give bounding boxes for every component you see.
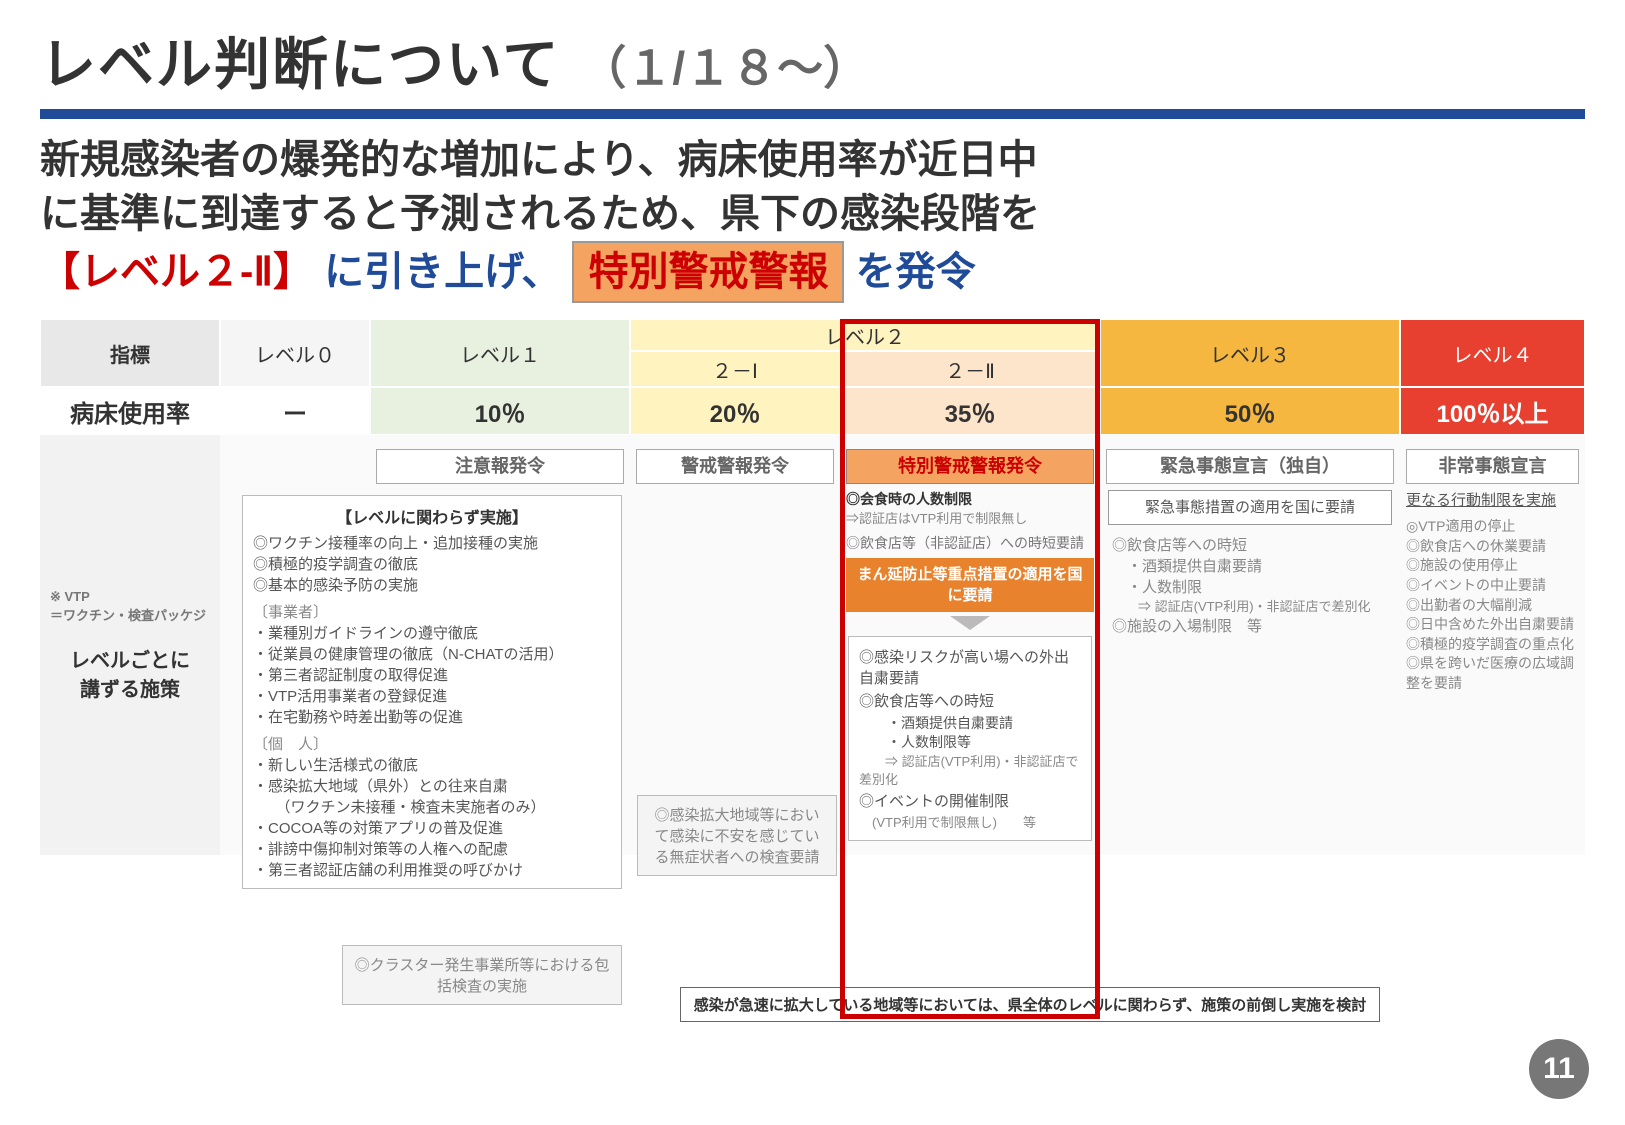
col-lv2a: 警戒警報発令 bbox=[630, 435, 840, 855]
lv4-i5: ◎日中含めた外出自粛要請 bbox=[1406, 615, 1579, 635]
vtp-note: ※ VTP ＝ワクチン・検査パッケジ bbox=[50, 589, 206, 624]
lv4-i3: ◎イベントの中止要請 bbox=[1406, 576, 1579, 596]
arrow-down-icon bbox=[950, 616, 990, 630]
rate-lv0: ー bbox=[220, 387, 370, 435]
lv4-i4: ◎出勤者の大幅削減 bbox=[1406, 596, 1579, 616]
title-sub: （１/１８～） bbox=[580, 32, 869, 98]
ind-label: 〔個 人〕 bbox=[253, 733, 611, 754]
cluster-box: ◎クラスター発生事業所等における包括検査の実施 bbox=[342, 945, 622, 1005]
lv2b-item-4: ⇒ 認証店(VTP利用)・非認証店で差別化 bbox=[859, 753, 1081, 789]
alert-lv3: 緊急事態宣言（独自） bbox=[1106, 449, 1394, 484]
ind-1: ・感染拡大地域（県外）との往来自粛 bbox=[253, 775, 611, 796]
special-warning-badge: 特別警戒警報 bbox=[572, 241, 844, 303]
lv2b-item-5: ◎イベントの開催制限 bbox=[859, 791, 1081, 812]
lv2b-item-1: ◎飲食店等への時短 bbox=[859, 691, 1081, 712]
biz-label: 〔事業者〕 bbox=[253, 601, 611, 622]
title-rule bbox=[40, 109, 1585, 119]
biz-4: ・在宅勤務や時差出勤等の促進 bbox=[253, 706, 611, 727]
lv2b-item-0: ◎感染リスクが高い場への外出自粛要請 bbox=[859, 647, 1081, 689]
lv2b-h1s: ⇒認証店はVTP利用で制限無し bbox=[846, 510, 1094, 528]
biz-0: ・業種別ガイドラインの遵守徹底 bbox=[253, 622, 611, 643]
ind-2: （ワクチン未接種・検査未実施者のみ） bbox=[253, 796, 611, 817]
title-row: レベル判断について （１/１８～） bbox=[40, 20, 1585, 101]
lead-3a: に引き上げ、 bbox=[324, 250, 561, 294]
rate-lv2a: 20％ bbox=[630, 387, 840, 435]
ind-5: ・第三者認証店舗の利用推奨の呼びかけ bbox=[253, 859, 611, 880]
lv3-i3: ⇒ 認証店(VTP利用)・非認証店で差別化 bbox=[1112, 598, 1388, 616]
rate-lv2b: 35％ bbox=[840, 387, 1100, 435]
lead-line1: 新規感染者の爆発的な増加により、病床使用率が近日中 bbox=[40, 138, 1038, 182]
lv4-i0: ◎VTP適用の停止 bbox=[1406, 517, 1579, 537]
lead-level: 【レベル２-Ⅱ】 bbox=[40, 250, 313, 294]
alert-lv4: 非常事態宣言 bbox=[1406, 449, 1579, 484]
lv4-items: ◎VTP適用の停止 ◎飲食店への休業要請 ◎施設の使用停止 ◎イベントの中止要請… bbox=[1406, 517, 1579, 693]
alert-lv2b: 特別警戒警報発令 bbox=[846, 449, 1094, 484]
lv2b-item-6: (VTP利用で制限無し) 等 bbox=[859, 814, 1081, 832]
lv3-items: ◎飲食店等への時短 ・酒類提供自粛要請 ・人数制限 ⇒ 認証店(VTP利用)・非… bbox=[1106, 531, 1394, 641]
always-box: 【レベルに関わらず実施】 ◎ワクチン接種率の向上・追加接種の実施 ◎積極的疫学調… bbox=[242, 495, 622, 889]
lv2b-item-2: ・酒類提供自粛要請 bbox=[873, 714, 1081, 734]
lv4-i6: ◎積極的疫学調査の重点化 bbox=[1406, 635, 1579, 655]
lv4-heading: 更なる行動制限を実施 bbox=[1406, 490, 1579, 511]
col-lv3: 緊急事態宣言（独自） 緊急事態措置の適用を国に要請 ◎飲食店等への時短 ・酒類提… bbox=[1100, 435, 1400, 855]
lv3-i2: ・人数制限 bbox=[1112, 577, 1388, 598]
hdr-lv0: レベル０ bbox=[220, 319, 370, 387]
lead-line2: に基準に到達すると予測されるため、県下の感染段階を bbox=[40, 192, 1040, 236]
alert-lv1: 注意報発令 bbox=[376, 449, 624, 484]
hdr-lv4: レベル４ bbox=[1400, 319, 1585, 387]
hdr-lv2b: ２－Ⅱ bbox=[840, 351, 1100, 387]
lv2b-h1: ◎会食時の人数制限 bbox=[846, 490, 1094, 510]
page-number: 11 bbox=[1529, 1039, 1589, 1099]
hdr-lv3: レベル３ bbox=[1100, 319, 1400, 387]
lv4-i1: ◎飲食店への休業要請 bbox=[1406, 537, 1579, 557]
rate-lv3: 50％ bbox=[1100, 387, 1400, 435]
level-grid: 指標 レベル０ レベル１ レベル２ ２－Ⅰ ２－Ⅱ レベル３ レベル４ 病床使用… bbox=[40, 319, 1585, 855]
biz-1: ・従業員の健康管理の徹底（N-CHATの活用） bbox=[253, 643, 611, 664]
hdr-lv1: レベル１ bbox=[370, 319, 630, 387]
lv3-i4: ◎施設の入場制限 等 bbox=[1112, 616, 1388, 637]
ind-0: ・新しい生活様式の徹底 bbox=[253, 754, 611, 775]
lv2b-item-3: ・人数制限等 bbox=[873, 733, 1081, 753]
hdr-lv2: レベル２ bbox=[630, 319, 1100, 351]
always-t0: ◎ワクチン接種率の向上・追加接種の実施 bbox=[253, 532, 611, 553]
rate-label: 病床使用率 bbox=[40, 387, 220, 435]
biz-2: ・第三者認証制度の取得促進 bbox=[253, 664, 611, 685]
hdr-index: 指標 bbox=[40, 319, 220, 387]
lv2a-box: ◎感染拡大地域等において感染に不安を感じている無症状者への検査要請 bbox=[637, 795, 837, 876]
always-t1: ◎積極的疫学調査の徹底 bbox=[253, 553, 611, 574]
lv2b-measures-box: ◎感染リスクが高い場への外出自粛要請 ◎飲食店等への時短 ・酒類提供自粛要請 ・… bbox=[848, 636, 1092, 842]
lv4-i7: ◎県を跨いだ医療の広域調整を要請 bbox=[1406, 654, 1579, 693]
lv3-i0: ◎飲食店等への時短 bbox=[1112, 535, 1388, 556]
measures-label: レベルごとに 講ずる施策 bbox=[70, 644, 190, 702]
header-row-1: 指標 レベル０ レベル１ レベル２ ２－Ⅰ ２－Ⅱ レベル３ レベル４ bbox=[40, 319, 1585, 387]
manbo-callout: まん延防止等重点措置の適用を国に要請 bbox=[846, 558, 1094, 612]
bottom-note: 感染が急速に拡大している地域等においては、県全体のレベルに関わらず、施策の前倒し… bbox=[680, 987, 1380, 1022]
biz-3: ・VTP活用事業者の登録促進 bbox=[253, 685, 611, 706]
ind-3: ・COCOA等の対策アプリの普及促進 bbox=[253, 817, 611, 838]
lead-text: 新規感染者の爆発的な増加により、病床使用率が近日中 に基準に到達すると予測される… bbox=[40, 133, 1585, 303]
lv3-req: 緊急事態措置の適用を国に要請 bbox=[1108, 490, 1392, 525]
rate-lv4: 100％以上 bbox=[1400, 387, 1585, 435]
always-t2: ◎基本的感染予防の実施 bbox=[253, 574, 611, 595]
ind-4: ・誹謗中傷抑制対策等の人権への配慮 bbox=[253, 838, 611, 859]
lead-3b: を発令 bbox=[856, 250, 976, 294]
lv2b-h2: ◎飲食店等（非認証店）への時短要請 bbox=[846, 534, 1094, 554]
hdr-lv2a: ２－Ⅰ bbox=[630, 351, 840, 387]
col-lv4: 非常事態宣言 更なる行動制限を実施 ◎VTP適用の停止 ◎飲食店への休業要請 ◎… bbox=[1400, 435, 1585, 855]
side-column: ※ VTP ＝ワクチン・検査パッケジ レベルごとに 講ずる施策 bbox=[40, 435, 220, 855]
rate-row: 病床使用率 ー 10％ 20％ 35％ 50％ 100％以上 bbox=[40, 387, 1585, 435]
col-lv2b: 特別警戒警報発令 ◎会食時の人数制限 ⇒認証店はVTP利用で制限無し ◎飲食店等… bbox=[840, 435, 1100, 855]
lv3-i1: ・酒類提供自粛要請 bbox=[1112, 556, 1388, 577]
title-main: レベル判断について bbox=[40, 20, 560, 101]
alert-lv2a: 警戒警報発令 bbox=[636, 449, 834, 484]
always-title: 【レベルに関わらず実施】 bbox=[253, 504, 611, 528]
rate-lv1: 10％ bbox=[370, 387, 630, 435]
lv4-i2: ◎施設の使用停止 bbox=[1406, 556, 1579, 576]
